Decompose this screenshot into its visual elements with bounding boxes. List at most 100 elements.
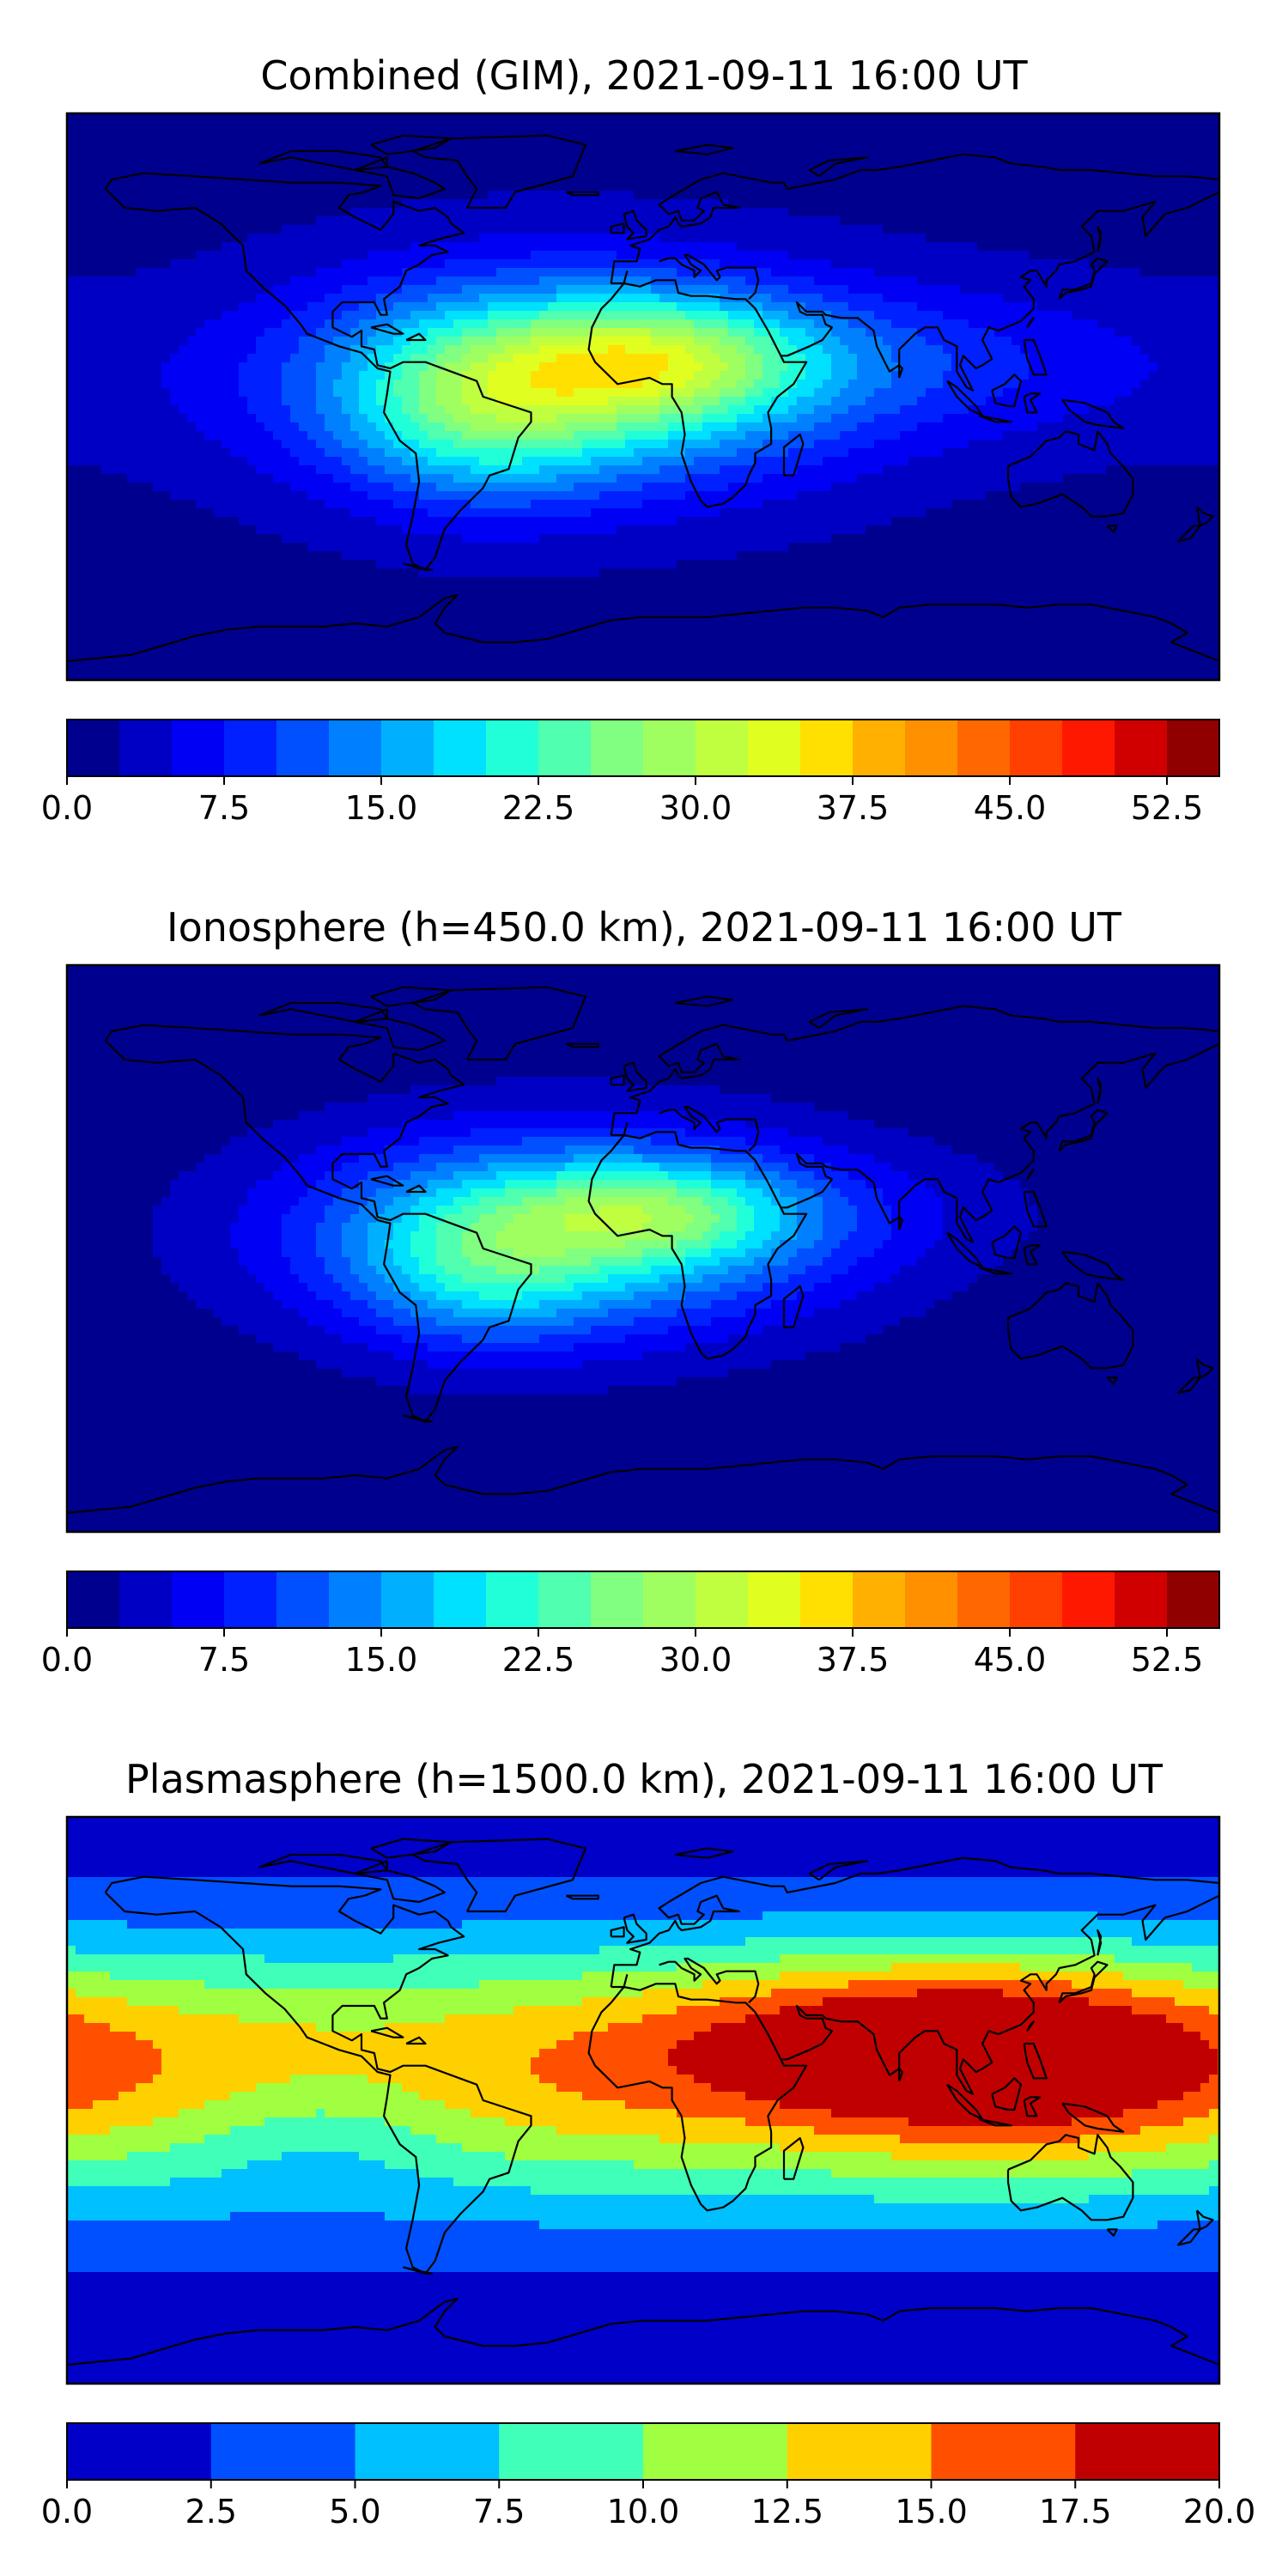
contour-cell <box>823 380 849 389</box>
contour-cell <box>771 1249 798 1258</box>
contour-cell <box>67 251 197 260</box>
contour-cell <box>410 1231 437 1241</box>
coastline <box>1097 1077 1103 1104</box>
contour-cell <box>67 294 257 303</box>
contour-cell <box>857 1291 952 1301</box>
contour-cell <box>342 1369 729 1378</box>
contour-cell <box>67 2143 171 2153</box>
contour-cell <box>720 371 746 380</box>
contour-cell <box>402 362 428 372</box>
colorbar-tick-label: 5.0 <box>329 2493 380 2530</box>
contour-cell <box>574 431 626 440</box>
colorbar-tick-label: 7.5 <box>473 2493 525 2530</box>
contour-cell <box>780 1206 798 1215</box>
contour-cell <box>428 1300 463 1309</box>
contour-cell <box>67 1377 377 1387</box>
contour-cell <box>591 328 652 337</box>
contour-cell <box>711 345 738 355</box>
contour-cell <box>376 397 403 406</box>
contour-cell <box>539 1300 600 1309</box>
coastline <box>587 1042 1220 1360</box>
contour-cell <box>1020 1180 1220 1189</box>
contour-cell <box>368 1197 394 1206</box>
contour-cell <box>908 1171 1004 1181</box>
contour-cell <box>762 1266 806 1275</box>
contour-cell <box>891 371 944 380</box>
contour-cell <box>342 259 446 269</box>
contour-cell <box>436 483 574 492</box>
contour-cell <box>282 380 317 389</box>
colorbar-tick-label: 22.5 <box>502 789 575 827</box>
contour-cell <box>67 2057 162 2067</box>
contour-cell <box>934 1300 1220 1309</box>
contour-cell <box>1037 1214 1220 1224</box>
contour-cell <box>582 448 635 458</box>
contour-cell <box>67 974 1220 983</box>
coastline <box>405 2036 427 2045</box>
contour-cell <box>428 457 480 466</box>
contour-cell <box>599 491 686 501</box>
contour-cell <box>591 337 652 346</box>
contour-cell <box>325 2109 471 2118</box>
contour-cell <box>505 2117 746 2127</box>
coastline <box>991 2077 1023 2111</box>
contour-cell <box>67 1077 497 1086</box>
contour-cell <box>67 2195 875 2204</box>
contour-cell <box>471 1128 686 1138</box>
contour-cell <box>668 1231 703 1241</box>
contour-cell <box>161 1257 240 1267</box>
contour-cell <box>642 1223 686 1232</box>
contour-cell <box>67 337 188 346</box>
contour-cell <box>891 1274 978 1284</box>
contour-cell <box>505 1223 566 1232</box>
contour-cell <box>239 1326 325 1335</box>
contour-cell <box>67 2229 1220 2239</box>
contour-cell <box>788 543 1220 552</box>
contour-cell <box>531 380 643 389</box>
contour-cell <box>737 1206 755 1215</box>
contour-cell <box>410 2126 557 2136</box>
contour-cell <box>479 1980 703 1990</box>
contour-cell <box>462 328 497 337</box>
contour-cell <box>1132 2169 1220 2178</box>
contour-cell <box>986 397 1115 406</box>
contour-cell <box>848 1171 909 1181</box>
contour-cell <box>745 1937 1133 1947</box>
contour-cell <box>222 440 283 449</box>
contour-cell <box>67 191 489 200</box>
contour-cell <box>574 1317 635 1327</box>
plasmasphere-panel: Plasmasphere (h=1500.0 km), 2021-09-11 1… <box>41 1756 1256 2530</box>
contour-cell <box>342 1231 368 1241</box>
contour-cell <box>342 1283 368 1292</box>
contour-cell <box>385 371 403 380</box>
colorbar-tick-label: 7.5 <box>198 1641 250 1679</box>
contour-cell <box>762 1283 815 1292</box>
contour-cell <box>642 500 763 509</box>
contour-cell <box>780 345 798 355</box>
contour-cell <box>385 1240 411 1249</box>
contour-cell <box>814 2126 1141 2136</box>
contour-cell <box>67 1085 411 1095</box>
contour-cell <box>840 1240 884 1249</box>
contour-cell <box>891 380 944 389</box>
contour-cell <box>780 371 806 380</box>
contour-cell <box>196 1163 283 1172</box>
contour-cell <box>350 422 377 432</box>
contour-cell <box>531 337 592 346</box>
contour-cell <box>805 362 832 372</box>
contour-cell <box>67 560 377 569</box>
contour-cell <box>771 1094 1220 1103</box>
contour-cell <box>617 414 660 423</box>
contour-cell <box>711 1180 746 1189</box>
contour-cell <box>402 371 420 380</box>
contour-cell <box>67 611 1220 621</box>
contour-cell <box>67 577 1220 586</box>
contour-cell <box>745 1180 772 1189</box>
contour-cell <box>342 1334 403 1344</box>
colorbar-swatch <box>499 2423 644 2480</box>
contour-cell <box>376 1214 403 1224</box>
contour-cell <box>67 1171 179 1181</box>
contour-cell <box>325 414 351 423</box>
coastline <box>405 1184 427 1194</box>
contour-cell <box>428 294 480 303</box>
